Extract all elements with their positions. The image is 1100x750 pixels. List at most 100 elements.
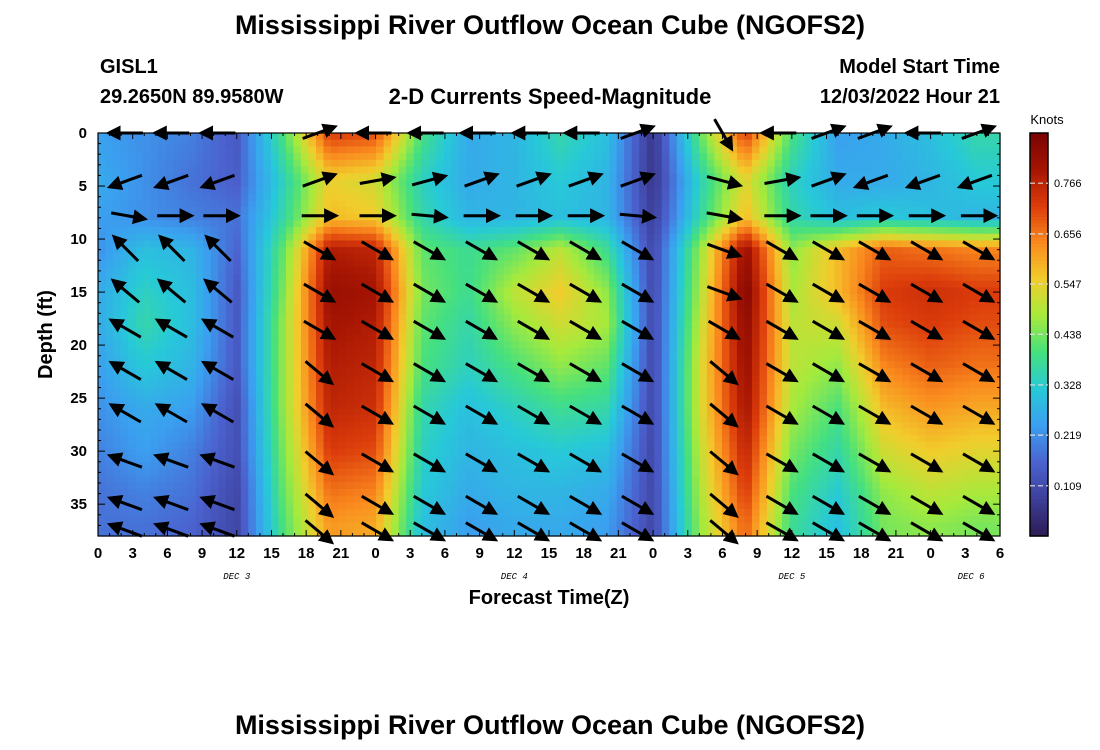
heatmap-cell bbox=[488, 408, 497, 416]
heatmap-cell bbox=[676, 374, 685, 383]
heatmap-cell bbox=[511, 334, 520, 342]
heatmap-cell bbox=[586, 354, 595, 362]
heatmap-cell bbox=[233, 368, 242, 376]
heatmap-cell bbox=[676, 334, 685, 342]
heatmap-cell bbox=[331, 280, 340, 289]
heatmap-cell bbox=[300, 227, 310, 235]
heatmap-cell bbox=[218, 341, 227, 349]
heatmap-cell bbox=[751, 280, 761, 289]
heatmap-cell bbox=[338, 321, 347, 329]
heatmap-cell bbox=[98, 193, 107, 201]
heatmap-cell bbox=[233, 401, 242, 409]
heatmap-cell bbox=[503, 247, 513, 255]
heatmap-cell bbox=[428, 347, 437, 356]
heatmap-cell bbox=[240, 314, 249, 322]
heatmap-cell bbox=[631, 146, 640, 154]
heatmap-cell bbox=[624, 146, 633, 154]
heatmap-cell bbox=[774, 381, 783, 389]
heatmap-cell bbox=[180, 159, 189, 168]
heatmap-cell bbox=[158, 374, 167, 383]
heatmap-cell bbox=[248, 253, 257, 262]
heatmap-cell bbox=[466, 260, 475, 268]
heatmap-cell bbox=[270, 166, 279, 174]
heatmap-cell bbox=[511, 388, 520, 396]
heatmap-cell bbox=[616, 347, 625, 356]
heatmap-cell bbox=[188, 321, 197, 329]
heatmap-cell bbox=[564, 401, 573, 409]
heatmap-cell bbox=[466, 267, 475, 275]
heatmap-cell bbox=[188, 253, 197, 262]
heatmap-cell bbox=[819, 354, 828, 362]
heatmap-cell bbox=[969, 200, 979, 208]
heatmap-cell bbox=[639, 180, 648, 188]
heatmap-cell bbox=[195, 374, 204, 383]
heatmap-cell bbox=[939, 240, 948, 248]
heatmap-cell bbox=[128, 153, 137, 161]
heatmap-cell bbox=[255, 159, 264, 168]
heatmap-cell bbox=[308, 300, 317, 309]
heatmap-cell bbox=[639, 240, 648, 248]
heatmap-cell bbox=[481, 233, 490, 242]
heatmap-cell bbox=[654, 394, 663, 403]
heatmap-cell bbox=[443, 300, 452, 309]
heatmap-cell bbox=[346, 180, 355, 188]
heatmap-cell bbox=[473, 374, 482, 383]
heatmap-cell bbox=[661, 253, 670, 262]
heatmap-cell bbox=[827, 347, 836, 356]
heatmap-cell bbox=[180, 334, 189, 342]
heatmap-cell bbox=[954, 280, 964, 289]
heatmap-cell bbox=[879, 300, 888, 309]
heatmap-cell bbox=[346, 374, 355, 383]
heatmap-cell bbox=[684, 186, 693, 195]
heatmap-cell bbox=[391, 260, 400, 268]
heatmap-cell bbox=[924, 159, 933, 168]
heatmap-cell bbox=[729, 220, 738, 228]
heatmap-cell bbox=[346, 294, 355, 302]
heatmap-cell bbox=[443, 159, 452, 168]
heatmap-cell bbox=[263, 354, 272, 362]
heatmap-cell bbox=[98, 206, 107, 215]
heatmap-cell bbox=[323, 186, 332, 195]
heatmap-cell bbox=[338, 274, 347, 282]
heatmap-cell bbox=[962, 139, 971, 148]
heatmap-cell bbox=[556, 206, 565, 215]
heatmap-cell bbox=[398, 401, 407, 409]
heatmap-cell bbox=[827, 146, 836, 154]
heatmap-cell bbox=[691, 381, 700, 389]
heatmap-cell bbox=[894, 267, 903, 275]
heatmap-cell bbox=[872, 139, 881, 148]
heatmap-cell bbox=[774, 394, 783, 403]
heatmap-cell bbox=[128, 381, 137, 389]
heatmap-cell bbox=[684, 314, 693, 322]
heatmap-cell bbox=[654, 300, 663, 309]
heatmap-cell bbox=[541, 200, 550, 208]
heatmap-cell bbox=[428, 314, 437, 322]
heatmap-cell bbox=[376, 300, 385, 309]
heatmap-cell bbox=[135, 381, 144, 389]
heatmap-cell bbox=[173, 173, 182, 181]
heatmap-cell bbox=[143, 213, 152, 221]
heatmap-cell bbox=[812, 139, 821, 148]
heatmap-cell bbox=[639, 206, 648, 215]
heatmap-cell bbox=[188, 287, 197, 295]
heatmap-cell bbox=[443, 401, 452, 409]
heatmap-cell bbox=[631, 280, 640, 289]
heatmap-cell bbox=[323, 300, 332, 309]
heatmap-cell bbox=[947, 307, 956, 315]
heatmap-cell bbox=[586, 347, 595, 356]
heatmap-cell bbox=[180, 381, 189, 389]
heatmap-cell bbox=[98, 133, 107, 141]
heatmap-cell bbox=[233, 361, 242, 369]
heatmap-cell bbox=[300, 381, 310, 389]
heatmap-cell bbox=[751, 206, 761, 215]
heatmap-cell bbox=[609, 280, 618, 289]
heatmap-cell bbox=[639, 314, 648, 322]
heatmap-cell bbox=[473, 227, 482, 235]
heatmap-cell bbox=[533, 227, 543, 235]
heatmap-cell bbox=[150, 253, 159, 262]
heatmap-cell bbox=[639, 220, 648, 228]
heatmap-cell bbox=[368, 327, 377, 336]
heatmap-cell bbox=[857, 200, 866, 208]
heatmap-cell bbox=[263, 307, 272, 315]
heatmap-cell bbox=[526, 388, 535, 396]
